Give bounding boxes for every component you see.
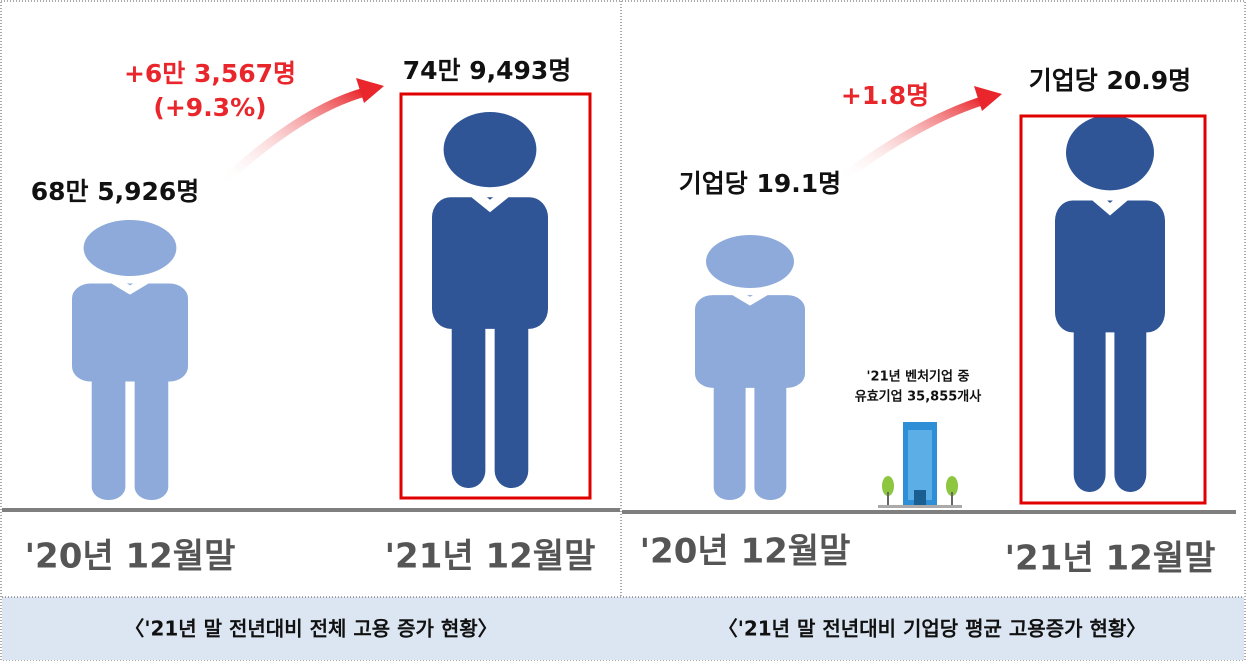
- caption: 〈'21년 말 전년대비 기업당 평균 고용증가 현황〉: [718, 617, 1147, 641]
- before-label: '20년 12월말: [640, 532, 851, 572]
- person-after: [1055, 115, 1165, 492]
- caption: 〈'21년 말 전년대비 전체 고용 증가 현황〉: [124, 617, 497, 641]
- infographic: +6만 3,567명 (+9.3%) 74만 9,493명 68만 5,926명…: [0, 0, 1246, 661]
- person-before: [72, 220, 188, 500]
- arrow: [840, 100, 985, 180]
- building: [878, 422, 962, 508]
- increase: +1.8명: [841, 81, 929, 110]
- person-after: [432, 112, 548, 488]
- page: +6만 3,567명 (+9.3%) 74만 9,493명 68만 5,926명…: [0, 0, 1246, 661]
- after-value: 74만 9,493명: [403, 56, 572, 85]
- person-before: [695, 235, 805, 500]
- before-label: '20년 12월말: [25, 537, 236, 577]
- after-value: 기업당 20.9명: [1029, 66, 1191, 95]
- after-label: '21년 12월말: [1005, 539, 1216, 579]
- increase-pct: (+9.3%): [153, 93, 266, 122]
- before-value: 기업당 19.1명: [679, 169, 841, 198]
- note: 유효기업 35,855개사: [855, 389, 981, 405]
- after-label: '21년 12월말: [385, 537, 596, 577]
- before-value: 68만 5,926명: [31, 177, 200, 206]
- arrow-head: [356, 78, 384, 103]
- increase: +6만 3,567명: [124, 59, 296, 88]
- arrow-head: [974, 86, 1002, 111]
- note: '21년 벤처기업 중: [867, 369, 970, 385]
